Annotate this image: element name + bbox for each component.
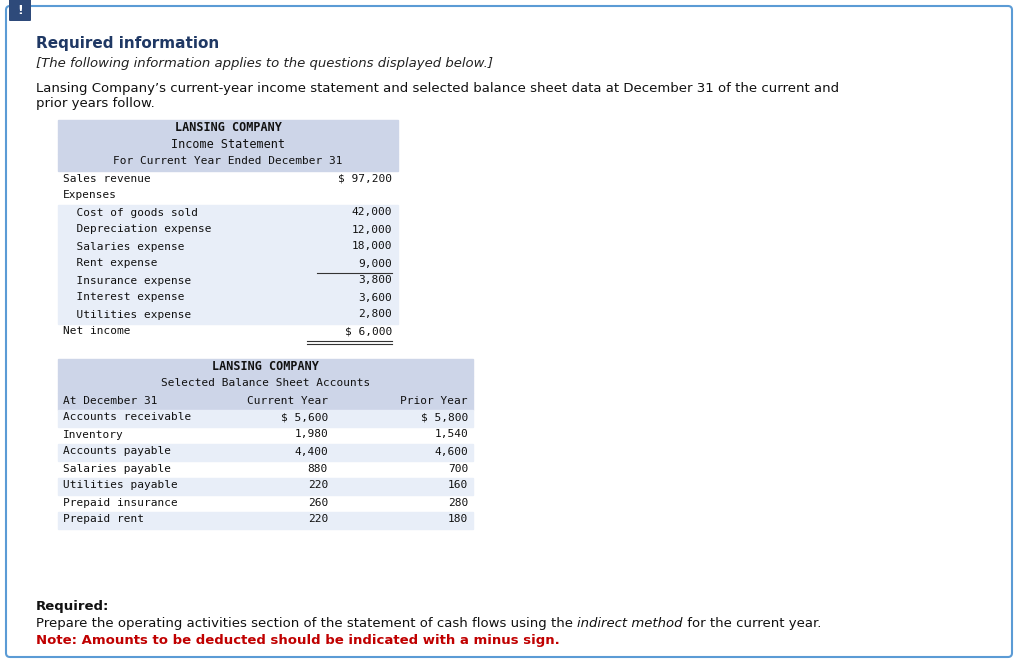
Text: 880: 880 <box>307 463 328 473</box>
Text: 42,000: 42,000 <box>351 208 392 217</box>
Bar <box>58 376 473 393</box>
Text: !: ! <box>17 3 22 17</box>
Text: Rent expense: Rent expense <box>63 259 158 269</box>
Bar <box>58 478 473 495</box>
Text: 18,000: 18,000 <box>351 241 392 251</box>
Text: Prepaid rent: Prepaid rent <box>63 514 144 524</box>
Text: Salaries payable: Salaries payable <box>63 463 171 473</box>
Text: $ 5,600: $ 5,600 <box>281 412 328 422</box>
Bar <box>58 273 398 290</box>
Text: indirect method: indirect method <box>577 617 683 630</box>
Text: $ 6,000: $ 6,000 <box>345 326 392 337</box>
Text: 1,980: 1,980 <box>294 430 328 440</box>
FancyBboxPatch shape <box>6 6 1012 657</box>
Bar <box>58 154 398 171</box>
Text: 12,000: 12,000 <box>351 225 392 235</box>
Bar <box>58 444 473 461</box>
Text: Prior Year: Prior Year <box>400 396 468 406</box>
Bar <box>58 307 398 324</box>
Text: 160: 160 <box>448 481 468 491</box>
Text: Required information: Required information <box>36 36 219 51</box>
Text: 3,800: 3,800 <box>358 276 392 286</box>
Text: 9,000: 9,000 <box>358 259 392 269</box>
Text: Prepare the operating activities section of the statement of cash flows using th: Prepare the operating activities section… <box>36 617 577 630</box>
Text: Current Year: Current Year <box>247 396 328 406</box>
Text: 1,540: 1,540 <box>435 430 468 440</box>
Text: Net income: Net income <box>63 326 130 337</box>
Text: Cost of goods sold: Cost of goods sold <box>63 208 197 217</box>
Text: for the current year.: for the current year. <box>683 617 822 630</box>
Bar <box>58 410 473 427</box>
Text: $ 97,200: $ 97,200 <box>338 174 392 184</box>
Bar <box>58 120 398 137</box>
Text: Note: Amounts to be deducted should be indicated with a minus sign.: Note: Amounts to be deducted should be i… <box>36 634 560 647</box>
Text: LANSING COMPANY: LANSING COMPANY <box>174 121 281 134</box>
Text: Utilities payable: Utilities payable <box>63 481 178 491</box>
Text: Selected Balance Sheet Accounts: Selected Balance Sheet Accounts <box>161 379 371 389</box>
Text: Accounts receivable: Accounts receivable <box>63 412 191 422</box>
Text: Insurance expense: Insurance expense <box>63 276 191 286</box>
Bar <box>58 359 473 376</box>
Bar <box>58 512 473 529</box>
Bar <box>58 137 398 154</box>
Text: Sales revenue: Sales revenue <box>63 174 151 184</box>
Bar <box>58 205 398 222</box>
Text: 700: 700 <box>448 463 468 473</box>
Text: Lansing Company’s current-year income statement and selected balance sheet data : Lansing Company’s current-year income st… <box>36 82 839 95</box>
Bar <box>58 239 398 256</box>
Bar <box>58 290 398 307</box>
Text: For Current Year Ended December 31: For Current Year Ended December 31 <box>113 156 343 166</box>
Text: Utilities expense: Utilities expense <box>63 310 191 320</box>
Text: Expenses: Expenses <box>63 190 117 200</box>
Text: Prepaid insurance: Prepaid insurance <box>63 497 178 507</box>
Text: 220: 220 <box>307 514 328 524</box>
Text: 3,600: 3,600 <box>358 292 392 302</box>
Text: 180: 180 <box>448 514 468 524</box>
Text: Accounts payable: Accounts payable <box>63 446 171 457</box>
Text: 280: 280 <box>448 497 468 507</box>
Text: Depreciation expense: Depreciation expense <box>63 225 212 235</box>
Text: LANSING COMPANY: LANSING COMPANY <box>212 360 319 373</box>
Text: prior years follow.: prior years follow. <box>36 97 155 110</box>
Bar <box>58 393 473 410</box>
Text: Inventory: Inventory <box>63 430 124 440</box>
Text: 260: 260 <box>307 497 328 507</box>
Text: [The following information applies to the questions displayed below.]: [The following information applies to th… <box>36 57 493 70</box>
Text: Income Statement: Income Statement <box>171 138 285 151</box>
Text: 4,400: 4,400 <box>294 446 328 457</box>
Text: Interest expense: Interest expense <box>63 292 184 302</box>
Text: $ 5,800: $ 5,800 <box>420 412 468 422</box>
Bar <box>58 222 398 239</box>
Text: At December 31: At December 31 <box>63 396 158 406</box>
Text: 220: 220 <box>307 481 328 491</box>
FancyBboxPatch shape <box>9 0 31 21</box>
Text: 2,800: 2,800 <box>358 310 392 320</box>
Bar <box>58 256 398 273</box>
Text: Required:: Required: <box>36 600 109 613</box>
Text: 4,600: 4,600 <box>435 446 468 457</box>
Text: Salaries expense: Salaries expense <box>63 241 184 251</box>
